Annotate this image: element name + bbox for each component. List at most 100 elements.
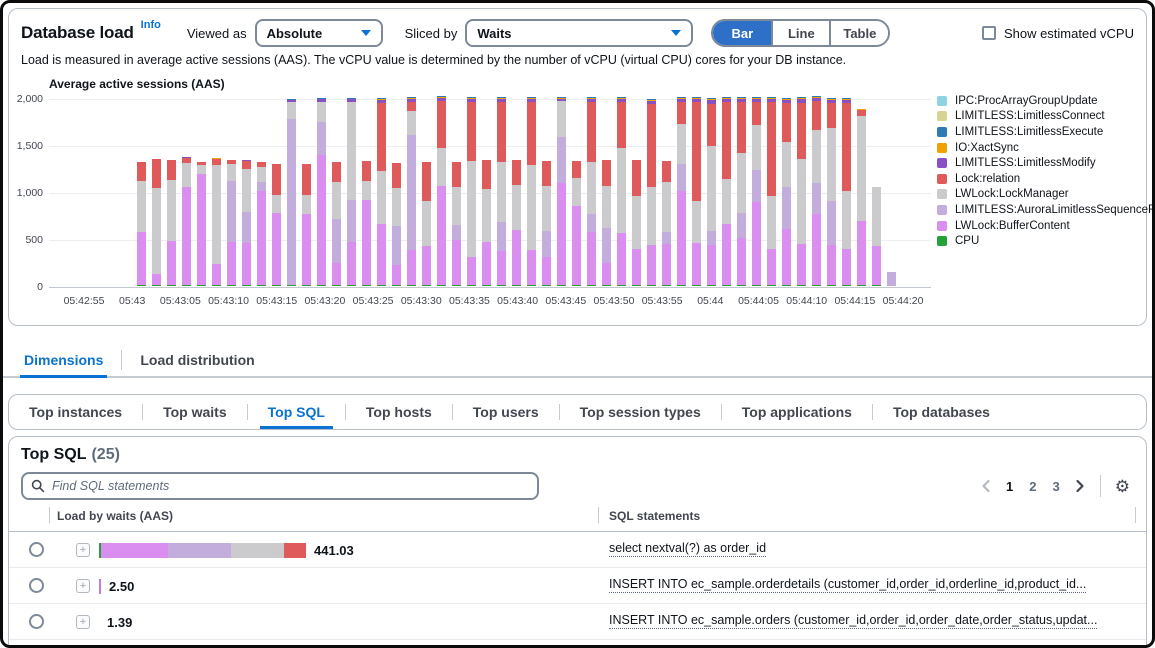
stacked-bar[interactable] bbox=[482, 160, 491, 286]
stacked-bar[interactable] bbox=[287, 99, 296, 286]
legend-item[interactable]: LWLock:BufferContent bbox=[937, 218, 1145, 234]
radio-button[interactable] bbox=[29, 614, 44, 629]
bar-segment bbox=[527, 102, 536, 165]
viewed-as-select[interactable]: Absolute bbox=[254, 19, 383, 47]
legend-item[interactable]: LIMITLESS:LimitlessExecute bbox=[937, 124, 1145, 140]
stacked-bar[interactable] bbox=[332, 162, 341, 286]
stacked-bar[interactable] bbox=[737, 97, 746, 286]
stacked-bar[interactable] bbox=[812, 96, 821, 286]
sliced-by-select[interactable]: Waits bbox=[465, 19, 694, 47]
stacked-bar[interactable] bbox=[587, 97, 596, 286]
tab-top-instances[interactable]: Top instances bbox=[29, 404, 123, 420]
chevron-right-icon[interactable] bbox=[1074, 479, 1086, 493]
stacked-bar[interactable] bbox=[137, 162, 146, 286]
stacked-bar[interactable] bbox=[272, 164, 281, 286]
stacked-bar[interactable] bbox=[317, 98, 326, 286]
page-2-button[interactable]: 2 bbox=[1029, 478, 1037, 494]
stacked-bar[interactable] bbox=[842, 98, 851, 286]
stacked-bar[interactable] bbox=[827, 98, 836, 286]
stacked-bar[interactable] bbox=[467, 97, 476, 286]
expand-icon[interactable]: + bbox=[76, 615, 90, 629]
stacked-bar[interactable] bbox=[632, 160, 641, 286]
legend-item[interactable]: Lock:relation bbox=[937, 171, 1145, 187]
stacked-bar[interactable] bbox=[257, 162, 266, 286]
sql-statement-link[interactable]: select nextval(?) as order_id bbox=[609, 541, 767, 557]
stacked-bar[interactable] bbox=[857, 109, 866, 286]
stacked-bar[interactable] bbox=[407, 97, 416, 286]
stacked-bar[interactable] bbox=[197, 162, 206, 286]
stacked-bar[interactable] bbox=[707, 98, 716, 286]
view-bar-button[interactable]: Bar bbox=[713, 21, 772, 45]
stacked-bar[interactable] bbox=[617, 97, 626, 286]
stacked-bar[interactable] bbox=[182, 157, 191, 286]
stacked-bar[interactable] bbox=[677, 97, 686, 286]
tab-top-hosts[interactable]: Top hosts bbox=[365, 404, 432, 420]
gear-icon[interactable]: ⚙ bbox=[1114, 476, 1130, 496]
legend-item[interactable]: IPC:ProcArrayGroupUpdate bbox=[937, 93, 1145, 109]
chevron-left-icon[interactable] bbox=[980, 479, 992, 493]
tab-top-waits[interactable]: Top waits bbox=[163, 404, 227, 420]
aas-bar-chart[interactable]: 2,000 1,500 1,000 500 0 05:42:55 05:43 05:43:05… bbox=[17, 93, 931, 307]
tab-load-distribution[interactable]: Load distribution bbox=[140, 352, 255, 368]
stacked-bar[interactable] bbox=[212, 158, 221, 286]
page-1-button[interactable]: 1 bbox=[1006, 478, 1014, 494]
radio-button[interactable] bbox=[29, 542, 44, 557]
page-3-button[interactable]: 3 bbox=[1052, 478, 1060, 494]
stacked-bar[interactable] bbox=[527, 97, 536, 286]
stacked-bar[interactable] bbox=[512, 160, 521, 286]
stacked-bar[interactable] bbox=[797, 97, 806, 286]
tab-top-session-types[interactable]: Top session types bbox=[579, 404, 701, 420]
bar-segment bbox=[392, 226, 401, 265]
search-input[interactable] bbox=[52, 479, 529, 493]
tab-top-users[interactable]: Top users bbox=[472, 404, 539, 420]
stacked-bar[interactable] bbox=[377, 98, 386, 286]
stacked-bar[interactable] bbox=[572, 161, 581, 286]
stacked-bar[interactable] bbox=[437, 96, 446, 286]
stacked-bar[interactable] bbox=[887, 272, 896, 286]
column-header-load[interactable]: Load by waits (AAS) bbox=[57, 509, 174, 523]
stacked-bar[interactable] bbox=[347, 98, 356, 286]
stacked-bar[interactable] bbox=[542, 161, 551, 286]
stacked-bar[interactable] bbox=[782, 98, 791, 286]
stacked-bar[interactable] bbox=[767, 97, 776, 286]
legend-item[interactable]: IO:XactSync bbox=[937, 140, 1145, 156]
tab-top-databases[interactable]: Top databases bbox=[892, 404, 990, 420]
tab-top-sql[interactable]: Top SQL bbox=[248, 395, 345, 429]
column-header-sql[interactable]: SQL statements bbox=[609, 509, 701, 523]
stacked-bar[interactable] bbox=[422, 162, 431, 286]
sql-statement-link[interactable]: INSERT INTO ec_sample.orders (customer_i… bbox=[609, 613, 1098, 629]
stacked-bar[interactable] bbox=[647, 99, 656, 286]
stacked-bar[interactable] bbox=[242, 160, 251, 286]
bar-segment bbox=[707, 146, 716, 231]
stacked-bar[interactable] bbox=[167, 160, 176, 286]
tab-top-applications[interactable]: Top applications bbox=[741, 404, 852, 420]
stacked-bar[interactable] bbox=[602, 160, 611, 286]
view-line-button[interactable]: Line bbox=[771, 21, 830, 45]
stacked-bar[interactable] bbox=[752, 97, 761, 286]
sql-statement-link[interactable]: INSERT INTO ec_sample.orderdetails (cust… bbox=[609, 577, 1087, 593]
stacked-bar[interactable] bbox=[392, 163, 401, 286]
expand-icon[interactable]: + bbox=[76, 579, 90, 593]
stacked-bar[interactable] bbox=[452, 162, 461, 286]
legend-item[interactable]: LWLock:LockManager bbox=[937, 187, 1145, 203]
vcpu-checkbox[interactable] bbox=[981, 26, 996, 40]
stacked-bar[interactable] bbox=[152, 159, 161, 286]
stacked-bar[interactable] bbox=[497, 97, 506, 286]
tab-dimensions[interactable]: Dimensions bbox=[20, 346, 108, 378]
legend-item[interactable]: LIMITLESS:LimitlessModify bbox=[937, 155, 1145, 171]
stacked-bar[interactable] bbox=[227, 160, 236, 286]
stacked-bar[interactable] bbox=[302, 164, 311, 286]
stacked-bar[interactable] bbox=[692, 97, 701, 286]
stacked-bar[interactable] bbox=[872, 187, 881, 286]
info-link[interactable]: Info bbox=[140, 19, 161, 31]
stacked-bar[interactable] bbox=[557, 97, 566, 286]
legend-item[interactable]: LIMITLESS:LimitlessConnect bbox=[937, 109, 1145, 125]
legend-item[interactable]: CPU bbox=[937, 233, 1145, 249]
stacked-bar[interactable] bbox=[662, 161, 671, 286]
expand-icon[interactable]: + bbox=[76, 543, 90, 557]
radio-button[interactable] bbox=[29, 578, 44, 593]
view-table-button[interactable]: Table bbox=[829, 21, 889, 45]
stacked-bar[interactable] bbox=[362, 161, 371, 286]
legend-item[interactable]: LIMITLESS:AuroraLimitlessSequenceRe bbox=[937, 202, 1155, 218]
stacked-bar[interactable] bbox=[722, 97, 731, 286]
